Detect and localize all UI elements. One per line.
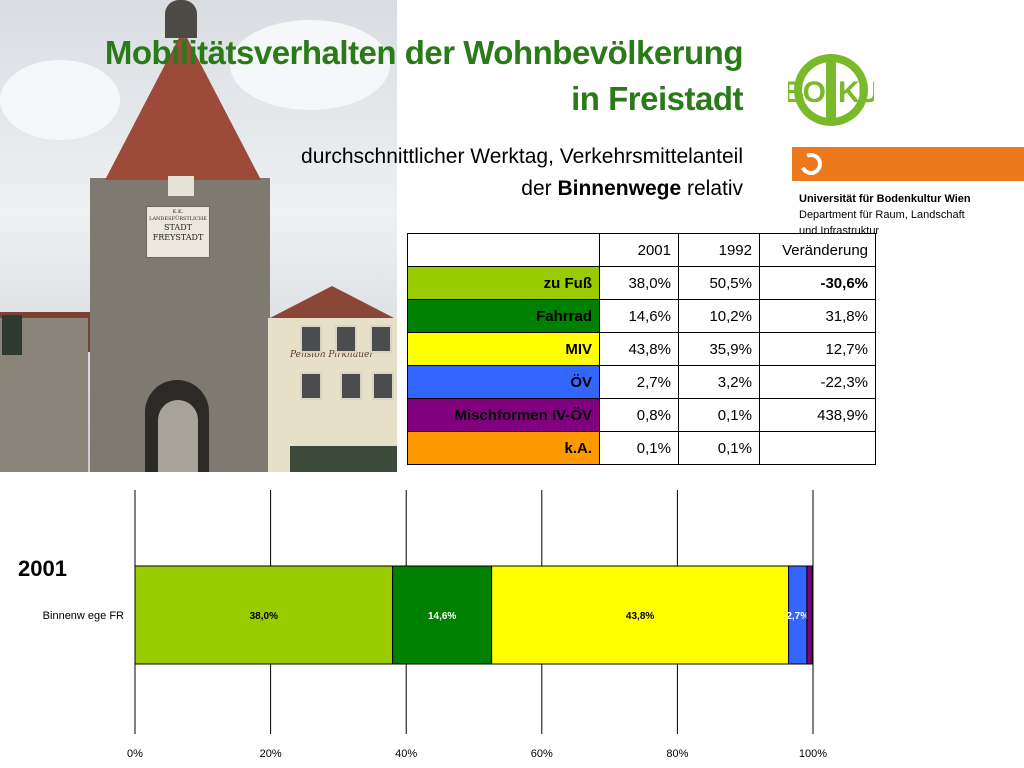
table-row: zu Fuß 38,0% 50,5% -30,6% [407, 266, 876, 300]
brand-bar [792, 147, 1024, 181]
table-cell: 35,9% [678, 332, 760, 366]
table-row: Mischformen IV-ÖV 0,8% 0,1% 438,9% [407, 398, 876, 432]
university-info: Universität für Bodenkultur Wien Departm… [799, 191, 971, 239]
bar-segment [392, 565, 493, 665]
mode-label: zu Fuß [407, 266, 600, 300]
table-cell [759, 431, 876, 465]
logo-text-left: BO [788, 76, 826, 109]
subtitle-bold: Binnenwege [557, 177, 682, 200]
town-sign: K.K. LANDESFÜRSTLICHE STADT FREYSTADT [146, 206, 210, 258]
table-cell: 0,1% [599, 431, 679, 465]
mode-label: MIV [407, 332, 600, 366]
table-header-cell [407, 233, 600, 267]
data-label: 38,0% [250, 611, 278, 622]
table-header-cell: Veränderung [759, 233, 876, 267]
x-tick-label: 20% [260, 748, 282, 760]
x-tick-label: 60% [531, 748, 553, 760]
mode-label: Fahrrad [407, 299, 600, 333]
table-cell: 14,6% [599, 299, 679, 333]
table-cell: 438,9% [759, 398, 876, 432]
data-label: 43,8% [626, 611, 654, 622]
table-row: k.A. 0,1% 0,1% [407, 431, 876, 465]
mode-label: Mischformen IV-ÖV [407, 398, 600, 432]
university-name: Universität für Bodenkultur Wien [799, 193, 971, 205]
table-row: MIV 43,8% 35,9% 12,7% [407, 332, 876, 366]
category-label: Binnenw ege FR [43, 610, 124, 622]
subtitle-line-2: der Binnenwege relativ [521, 177, 743, 200]
table-row: Fahrrad 14,6% 10,2% 31,8% [407, 299, 876, 333]
bar-segment [811, 565, 814, 665]
table-cell: 31,8% [759, 299, 876, 333]
x-tick-label: 0% [127, 748, 143, 760]
boku-logo: BO KU [788, 54, 874, 126]
table-header-row: 2001 1992 Veränderung [407, 233, 876, 267]
clock-icon [168, 176, 194, 196]
data-label: 2,7% [786, 611, 809, 622]
house-sign: Pension Pirkhauer [290, 350, 374, 360]
bar-segment [491, 565, 790, 665]
department-line-1: Department für Raum, Landschaft [799, 209, 965, 221]
table-cell: 0,1% [678, 431, 760, 465]
street-lamp-icon [2, 315, 22, 355]
title-line-2: in Freistadt [571, 80, 743, 117]
mode-share-table: 2001 1992 Veränderung zu Fuß 38,0% 50,5% -30,6… [407, 233, 876, 465]
chart-year-label: 2001 [18, 556, 67, 581]
x-tick-label: 100% [799, 748, 827, 760]
table-cell: -22,3% [759, 365, 876, 399]
table-cell: -30,6% [759, 266, 876, 300]
table-cell: 3,2% [678, 365, 760, 399]
table-cell: 0,8% [599, 398, 679, 432]
freistadt-gate-photo: K.K. LANDESFÜRSTLICHE STADT FREYSTADT Pe… [0, 0, 397, 472]
table-cell: 0,1% [678, 398, 760, 432]
table-cell: 12,7% [759, 332, 876, 366]
page-title: Mobilitätsverhalten der Wohnbevölkerung … [104, 30, 744, 122]
logo-text-right: KU [838, 76, 874, 109]
subtitle-line-1: durchschnittlicher Werktag, Verkehrsmitt… [301, 145, 743, 168]
table-cell: 10,2% [678, 299, 760, 333]
table-row: ÖV 2,7% 3,2% -22,3% [407, 365, 876, 399]
x-tick-label: 40% [395, 748, 417, 760]
title-line-1: Mobilitätsverhalten der Wohnbevölkerung [104, 34, 744, 71]
x-tick-label: 80% [666, 748, 688, 760]
page-subtitle: durchschnittlicher Werktag, Verkehrsmitt… [301, 141, 743, 205]
table-cell: 2,7% [599, 365, 679, 399]
table-cell: 38,0% [599, 266, 679, 300]
mode-label: ÖV [407, 365, 600, 399]
data-label: 14,6% [428, 611, 456, 622]
bar-segment [806, 565, 813, 665]
mode-label: k.A. [407, 431, 600, 465]
bar-segment [134, 565, 394, 665]
table-cell: 50,5% [678, 266, 760, 300]
stacked-bar-chart: 38,0% 14,6% 43,8% 2,7% Binnenw ege FR 0% 20% 40… [43, 490, 827, 760]
table-header-cell: 2001 [599, 233, 679, 267]
table-header-cell: 1992 [678, 233, 760, 267]
table-cell: 43,8% [599, 332, 679, 366]
